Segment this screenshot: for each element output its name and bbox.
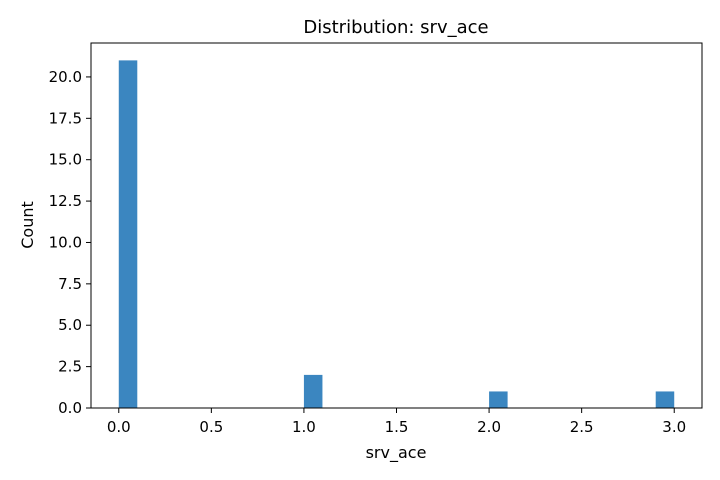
y-tick-label: 2.5 [58,358,82,376]
x-tick-label: 0.0 [107,418,131,436]
x-tick-label: 0.5 [199,418,223,436]
x-tick-label: 3.0 [662,418,686,436]
bars [118,60,675,408]
y-tick-label: 20.0 [49,68,82,86]
histogram-bar [118,60,138,408]
plot-frame [90,42,703,409]
y-tick-label: 17.5 [49,109,82,127]
chart-title: Distribution: srv_ace [303,17,488,38]
x-tick-label: 1.5 [385,418,409,436]
x-axis: 0.0 0.5 1.0 1.5 2.0 2.5 3.0 [107,408,686,436]
y-axis: 0.0 2.5 5.0 7.5 10.0 12.5 15.0 17.5 20.0 [49,68,91,417]
y-tick-label: 10.0 [49,233,82,251]
y-tick-label: 5.0 [58,316,82,334]
x-axis-label: srv_ace [366,443,427,463]
histogram-bar [655,391,675,408]
y-axis-label: Count [18,201,37,249]
histogram-bar [303,374,323,408]
plot-area: 0.0 0.5 1.0 1.5 2.0 2.5 3.0 0.0 2.5 5.0 7.5 10.0 12… [49,42,703,436]
y-tick-label: 15.0 [49,151,82,169]
y-tick-label: 7.5 [58,275,82,293]
histogram-bar [489,391,508,408]
y-tick-label: 0.0 [58,399,82,417]
x-tick-label: 2.0 [477,418,501,436]
x-tick-label: 2.5 [570,418,594,436]
y-tick-label: 12.5 [49,192,82,210]
x-tick-label: 1.0 [292,418,316,436]
